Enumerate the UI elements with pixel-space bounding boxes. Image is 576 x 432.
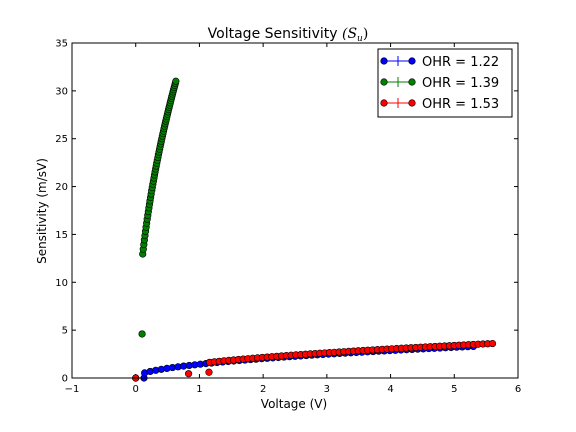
x-tick-label: 2 (260, 384, 266, 395)
legend-marker (408, 57, 416, 65)
legend-marker (380, 99, 388, 107)
y-tick-label: 35 (55, 39, 68, 50)
legend-entry: OHR = 1.53 (380, 97, 499, 112)
data-point (205, 368, 213, 376)
y-tick-label: 15 (55, 230, 68, 241)
legend-entry: OHR = 1.22 (380, 55, 499, 70)
y-tick-label: 30 (55, 86, 68, 97)
legend-label: OHR = 1.39 (422, 76, 499, 91)
legend-marker (380, 78, 388, 86)
x-tick-label: 5 (451, 384, 457, 395)
axes-frame (71, 42, 519, 379)
legend-marker (380, 57, 388, 65)
legend-label: OHR = 1.22 (422, 55, 499, 70)
data-point (138, 330, 146, 338)
x-tick-label: 3 (324, 384, 330, 395)
y-tick-label: 10 (55, 278, 68, 289)
y-tick-label: 20 (55, 182, 68, 193)
x-tick-label: −1 (65, 384, 80, 395)
legend-entry: OHR = 1.39 (380, 76, 499, 91)
series-2 (138, 77, 180, 338)
x-axis-label: Voltage (V) (261, 397, 327, 411)
data-point (184, 370, 193, 378)
legend-marker (408, 78, 416, 86)
data-point (172, 77, 180, 85)
x-tick-label: 1 (196, 384, 202, 395)
legend: OHR = 1.22 OHR = 1.39 OHR = 1.53 (377, 48, 513, 118)
data-point (488, 339, 497, 348)
y-axis-label: Sensitivity (m/sV) (35, 158, 49, 264)
legend-box (377, 48, 513, 118)
x-tick-label: 0 (133, 384, 139, 395)
x-tick-label: 6 (515, 384, 521, 395)
svg-text:Voltage Sensitivity (Su): Voltage Sensitivity (Su) (208, 26, 369, 44)
y-tick-label: 5 (62, 326, 68, 337)
y-tick-label: 0 (62, 374, 68, 385)
chart-title: Voltage Sensitivity (Su) (208, 26, 369, 44)
legend-marker (408, 99, 416, 107)
x-tick-label: 4 (387, 384, 393, 395)
y-tick-label: 25 (55, 134, 68, 145)
legend-label: OHR = 1.53 (422, 97, 499, 112)
series-3 (132, 339, 497, 382)
